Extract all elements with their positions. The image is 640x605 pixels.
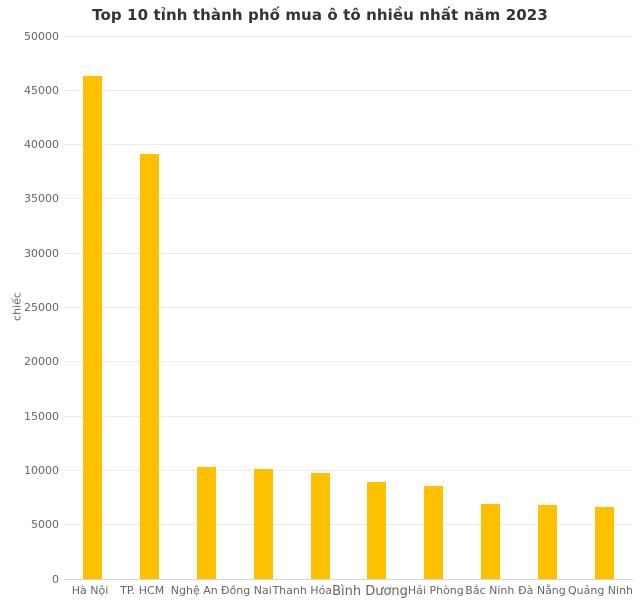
x-slot: Bắc Ninh [464, 584, 516, 599]
y-tick-label: 35000 [24, 192, 59, 206]
x-slot: Bình Dương [332, 584, 408, 599]
x-tick-label: Bắc Ninh [465, 584, 515, 597]
bar-slot [519, 36, 576, 579]
bar-slot [405, 36, 462, 579]
bar-slot [576, 36, 633, 579]
y-tick-label: 45000 [24, 83, 59, 97]
bar-slot [178, 36, 235, 579]
y-tick-label: 20000 [24, 355, 59, 369]
x-slot: Quảng Ninh [568, 584, 633, 599]
x-tick-label: Bình Dương [332, 584, 408, 599]
x-slot: Đà Nẵng [516, 584, 568, 599]
x-tick-label: Hà Nội [71, 584, 109, 597]
bar-series [64, 36, 633, 579]
bar [196, 467, 216, 579]
x-slot: Hải Phòng [408, 584, 464, 599]
x-tick-label: Đà Nẵng [518, 584, 566, 597]
gridline [64, 469, 633, 471]
gridline [64, 252, 633, 254]
bar-slot [121, 36, 178, 579]
bar [139, 154, 159, 579]
bar [424, 485, 444, 579]
bar-slot [349, 36, 406, 579]
gridline [64, 89, 633, 91]
gridline [64, 307, 633, 308]
gridline [64, 198, 633, 200]
gridline [64, 35, 633, 37]
y-tick-label: 50000 [24, 29, 59, 43]
bar [595, 507, 615, 579]
y-axis-tick-labels: 0 5000 10000 15000 20000 25000 30000 35000 40000… [0, 30, 59, 586]
bar-slot [235, 36, 292, 579]
bar-slot [462, 36, 519, 579]
plot-area [64, 35, 633, 580]
x-tick-label: Quảng Ninh [567, 584, 634, 597]
bar [253, 469, 273, 579]
gridline [64, 524, 633, 526]
y-tick-label: 5000 [31, 518, 59, 532]
bar [481, 504, 501, 579]
bar [310, 472, 330, 579]
y-tick-label: 15000 [24, 409, 59, 423]
x-tick-label: Đồng Nai [221, 584, 272, 597]
x-slot: Hà Nội [64, 584, 116, 599]
gridline [64, 415, 633, 417]
y-tick-label: 40000 [24, 138, 59, 152]
x-tick-label: Nghệ An [170, 584, 218, 597]
x-axis-tick-labels: Hà Nội TP. HCM Nghệ An Đồng Nai Thanh Hóa Bìn… [64, 584, 633, 599]
x-tick-label: TP. HCM [120, 584, 165, 597]
bar-slot [64, 36, 121, 579]
x-tick-label: Thanh Hóa [272, 584, 333, 597]
x-slot: Thanh Hóa [272, 584, 332, 599]
x-slot: Nghệ An [168, 584, 220, 599]
x-slot: TP. HCM [116, 584, 168, 599]
bar [538, 505, 558, 579]
y-tick-label: 30000 [24, 246, 59, 260]
y-tick-label: 25000 [24, 301, 59, 314]
bar [82, 76, 102, 579]
chart-title: Top 10 tỉnh thành phố mua ô tô nhiều nhấ… [92, 6, 548, 24]
gridline [64, 144, 633, 146]
y-tick-label: 10000 [24, 463, 59, 477]
y-tick-label: 0 [52, 572, 59, 586]
x-slot: Đồng Nai [220, 584, 272, 599]
bar-slot [292, 36, 349, 579]
bar [367, 482, 387, 579]
x-tick-label: Hải Phòng [407, 584, 464, 597]
gridline [64, 578, 633, 580]
gridline [64, 361, 633, 363]
